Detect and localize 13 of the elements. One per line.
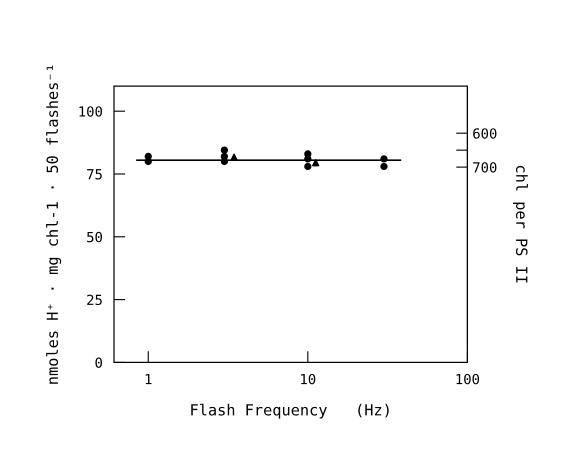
- y2-axis-title: chl per PS II: [513, 166, 528, 283]
- y2-tick-label: 600: [473, 128, 496, 139]
- x-tick-label: 100: [456, 374, 480, 384]
- y-tick-label: 100: [79, 106, 102, 117]
- y-tick-label: 25: [87, 294, 102, 306]
- y2-tick-label: 700: [473, 162, 496, 173]
- x-tick-label: 1: [146, 374, 152, 384]
- x-axis-title: Flash Frequency (Hz): [191, 404, 389, 419]
- x-tick-label: 10: [301, 374, 316, 384]
- y-axis-title: nmoles H⁺ · mg chl-1 · 50 flashes⁻¹: [46, 66, 62, 384]
- y-tick-label: 0: [95, 357, 102, 368]
- y-tick-label: 75: [87, 169, 102, 180]
- y-tick-label: 50: [87, 232, 102, 242]
